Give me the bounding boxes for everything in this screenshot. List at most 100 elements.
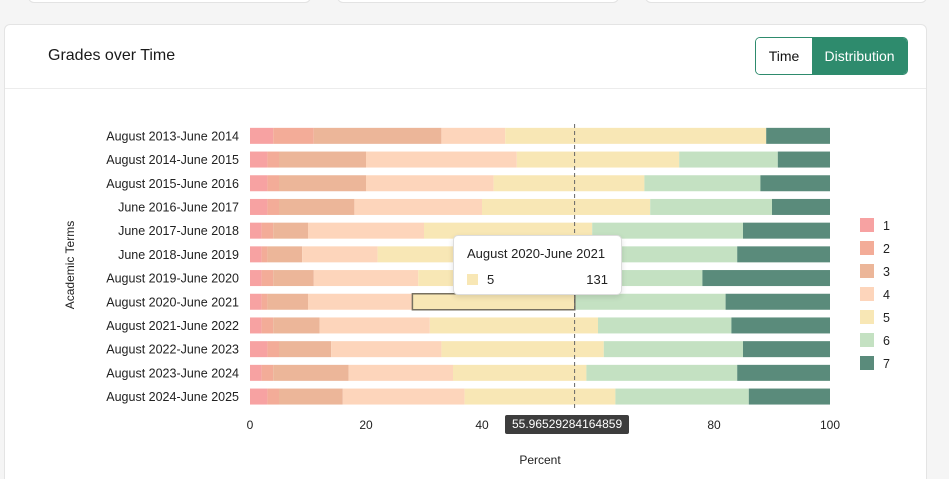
bar-segment — [412, 293, 575, 310]
legend-label: 4 — [883, 288, 890, 302]
x-tick-label: 40 — [475, 418, 489, 432]
bar-segment — [731, 317, 830, 334]
bar-segment — [279, 388, 343, 405]
x-tick-label: 100 — [820, 418, 840, 432]
legend-swatch — [860, 310, 874, 324]
y-tick-label: August 2014-June 2015 — [106, 153, 239, 167]
bar-segment — [279, 175, 366, 192]
bar-segment — [250, 222, 262, 239]
y-tick-label: August 2022-June 2023 — [106, 343, 239, 357]
panel-title: Grades over Time — [48, 47, 176, 64]
bar-segment — [725, 293, 830, 310]
bar-segment — [772, 198, 830, 215]
cursor-value-label: 55.96529284164859 — [505, 415, 630, 434]
panel-header: Grades over Time Time Distribution — [5, 25, 926, 89]
bar-segment — [592, 222, 743, 239]
distribution-toggle-button[interactable]: Distribution — [812, 38, 907, 74]
bar-segment — [273, 222, 308, 239]
bar-segment — [574, 293, 726, 310]
bar-segment — [267, 175, 279, 192]
bar-segment — [279, 341, 332, 358]
bar-segment — [702, 270, 830, 287]
legend-swatch — [860, 218, 874, 232]
bar-segment — [261, 246, 268, 263]
bar-segment — [366, 151, 517, 168]
bar-segment — [441, 341, 604, 358]
bar-segment — [366, 175, 494, 192]
y-tick-label: August 2024-June 2025 — [106, 390, 239, 404]
bar-segment — [261, 270, 274, 287]
bar-segment — [766, 127, 830, 144]
bar-segment — [760, 175, 830, 192]
tooltip-series: 5 — [487, 272, 495, 287]
tooltip-title: August 2020-June 2021 — [467, 246, 606, 261]
bar-segment — [273, 364, 349, 381]
bar-segment — [250, 364, 262, 381]
view-toggle: Time Distribution — [755, 37, 908, 75]
bar-segment — [302, 246, 378, 263]
bar-segment — [348, 364, 453, 381]
legend-label: 6 — [883, 334, 890, 348]
y-tick-label: June 2018-June 2019 — [118, 248, 239, 262]
bar-segment — [748, 388, 830, 405]
x-axis-title: Percent — [519, 453, 561, 467]
bar-segment — [261, 222, 274, 239]
tooltip-value: 131 — [586, 272, 608, 287]
legend-swatch — [860, 264, 874, 278]
bar-segment — [516, 151, 680, 168]
bar-segment — [250, 151, 268, 168]
bar-segment — [342, 388, 465, 405]
bar-segment — [267, 198, 279, 215]
legend-label: 5 — [883, 311, 890, 325]
bar-segment — [777, 151, 830, 168]
legend-swatch — [860, 241, 874, 255]
bar-segment — [319, 317, 430, 334]
y-axis-title: Academic Terms — [63, 221, 77, 309]
bar-segment — [737, 364, 830, 381]
bar-segment — [482, 198, 651, 215]
bar-segment — [354, 198, 482, 215]
bar-segment — [250, 293, 262, 310]
bar-segment — [453, 364, 587, 381]
bar-segment — [250, 175, 268, 192]
bar-segment — [603, 341, 743, 358]
bar-segment — [267, 246, 303, 263]
bar-segment — [250, 127, 274, 144]
bar-segment — [250, 246, 262, 263]
legend-swatch — [860, 287, 874, 301]
y-tick-label: August 2020-June 2021 — [106, 295, 239, 309]
bar-segment — [743, 341, 830, 358]
bar-segment — [331, 341, 442, 358]
bar-segment — [743, 222, 830, 239]
bar-segment — [267, 341, 279, 358]
bar-segment — [615, 388, 749, 405]
bar-segment — [279, 198, 355, 215]
y-tick-label: August 2015-June 2016 — [106, 177, 239, 191]
x-tick-label: 80 — [707, 418, 721, 432]
bar-segment — [586, 364, 738, 381]
bar-segment — [464, 388, 616, 405]
bar-segment — [250, 388, 268, 405]
bar-segment — [273, 127, 314, 144]
bar-segment — [424, 222, 593, 239]
bar-segment — [505, 127, 767, 144]
legend-label: 2 — [883, 242, 890, 256]
bar-segment — [250, 270, 262, 287]
bar-segment — [313, 127, 442, 144]
bar-segment — [737, 246, 830, 263]
bar-segment — [441, 127, 506, 144]
y-tick-label: August 2013-June 2014 — [106, 129, 239, 143]
bar-segment — [493, 175, 645, 192]
bar-segment — [267, 388, 279, 405]
y-tick-label: June 2017-June 2018 — [118, 224, 239, 238]
y-tick-label: August 2019-June 2020 — [106, 272, 239, 286]
bar-segment — [261, 364, 274, 381]
bar-segment — [308, 222, 424, 239]
bar-segment — [650, 198, 772, 215]
bar-segment — [313, 270, 419, 287]
legend-label: 1 — [883, 219, 890, 233]
time-toggle-button[interactable]: Time — [756, 38, 812, 74]
bar-segment — [429, 317, 598, 334]
bar-segment — [250, 198, 268, 215]
legend-label: 3 — [883, 265, 890, 279]
